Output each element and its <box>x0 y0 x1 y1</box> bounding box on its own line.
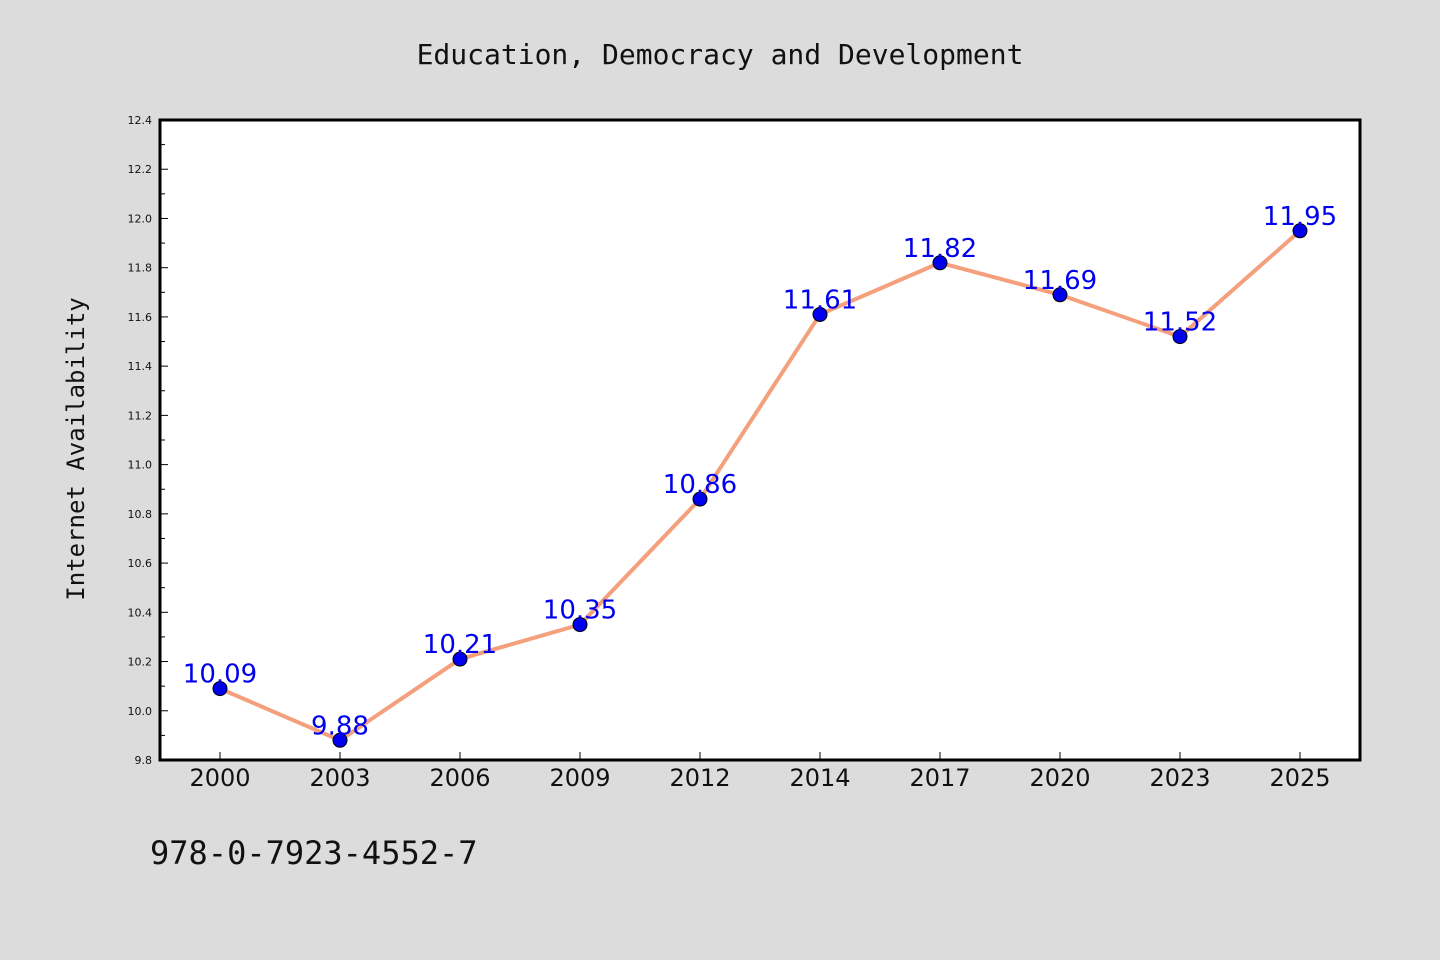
plot-area <box>158 118 1362 762</box>
data-point <box>572 617 588 633</box>
data-point <box>452 651 468 667</box>
y-tick-label: 11.2 <box>128 409 153 422</box>
y-tick-label: 12.0 <box>128 212 153 225</box>
data-point <box>212 681 228 697</box>
data-label: 11.52 <box>1143 308 1217 338</box>
x-tick-label: 2006 <box>429 764 490 792</box>
y-tick-label: 11.8 <box>128 262 153 275</box>
y-tick-label: 9.8 <box>135 754 153 767</box>
data-label: 10.09 <box>183 660 257 690</box>
data-label: 10.21 <box>423 630 497 660</box>
chart-title: Education, Democracy and Development <box>417 38 1024 71</box>
y-tick-label: 11.0 <box>128 459 153 472</box>
data-label: 10.35 <box>543 596 617 626</box>
y-tick-label: 12.2 <box>128 163 153 176</box>
y-axis-label: Internet Availability <box>62 297 90 600</box>
data-label: 11.82 <box>903 234 977 264</box>
x-tick-label: 2025 <box>1269 764 1330 792</box>
x-tick-label: 2000 <box>189 764 250 792</box>
x-tick-label: 2023 <box>1149 764 1210 792</box>
data-point <box>1292 223 1308 239</box>
x-tick-label: 2017 <box>909 764 970 792</box>
data-point <box>932 255 948 271</box>
y-tick-label: 11.6 <box>128 311 153 324</box>
y-tick-label: 10.6 <box>128 557 153 570</box>
data-label: 11.95 <box>1263 202 1337 232</box>
x-tick-label: 2014 <box>789 764 850 792</box>
data-label: 11.69 <box>1023 266 1097 296</box>
x-axis-ticks: 2000 2003 2006 2009 2012 2014 2017 2020 2023 2025 <box>189 752 1331 792</box>
y-tick-label: 10.8 <box>128 508 153 521</box>
y-tick-label: 12.4 <box>128 114 153 127</box>
footer-isbn: 978-0-7923-4552-7 <box>150 834 478 872</box>
data-labels-group: 10.09 9.88 10.21 10.35 10.86 11.61 11.82 11.69 1… <box>183 202 1337 742</box>
y-tick-label: 10.4 <box>128 606 153 619</box>
data-point <box>812 306 828 322</box>
series-line <box>219 229 1302 743</box>
data-label: 9.88 <box>311 711 369 741</box>
x-tick-label: 2020 <box>1029 764 1090 792</box>
data-point <box>692 491 708 507</box>
data-point <box>1172 329 1188 345</box>
data-label: 10.86 <box>663 470 737 500</box>
x-tick-label: 2009 <box>549 764 610 792</box>
x-tick-label: 2012 <box>669 764 730 792</box>
y-tick-label: 11.4 <box>128 360 153 373</box>
y-tick-label: 10.2 <box>128 656 153 669</box>
series-line-group <box>219 229 1302 743</box>
x-tick-label: 2003 <box>309 764 370 792</box>
data-label: 11.61 <box>783 285 857 315</box>
y-tick-label: 10.0 <box>128 705 153 718</box>
data-points-group <box>212 223 1308 748</box>
data-point <box>1052 287 1068 303</box>
y-axis-ticks: 9.8 10.0 10.2 10.4 10.6 10.8 11.0 11.2 11.4 11.6 1… <box>128 114 168 767</box>
data-point <box>332 732 348 748</box>
